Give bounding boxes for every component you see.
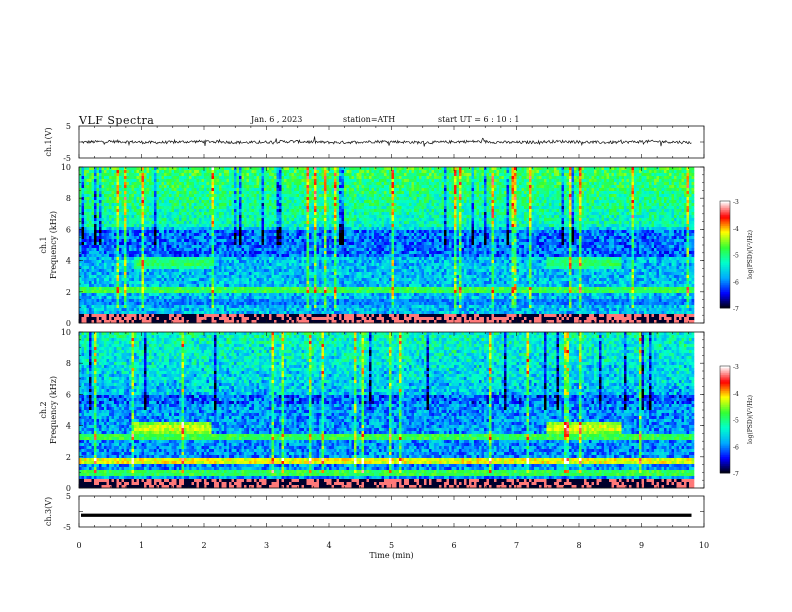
vlf-spectra-figure: VLF Spectra Jan. 6 , 2023 station=ATH st…	[0, 0, 792, 612]
chart-canvas: 5-5ch.1(V)0246810ch.1 Frequency (kHz)-3-4…	[0, 0, 792, 612]
y-tick-label: 8	[66, 194, 71, 203]
colorbar-tick-label: -4	[733, 226, 739, 233]
ch1-waveform-trace	[81, 136, 691, 146]
colorbar-label: log(PSD)(V²/Hz)	[747, 230, 754, 279]
y-tick-label: 2	[66, 288, 71, 297]
ch3-frame	[79, 496, 704, 527]
x-tick-label: 9	[639, 541, 644, 550]
ch1-spectrogram-cells	[79, 167, 694, 323]
y-tick-label: 4	[66, 422, 71, 431]
x-tick-label: 6	[451, 541, 456, 550]
colorbar-tick-label: -7	[733, 306, 739, 313]
y-tick-label: -5	[63, 523, 71, 532]
colorbar-tick-label: -6	[733, 279, 739, 286]
y-tick-label: 4	[66, 257, 71, 266]
y-tick-label: 6	[66, 225, 71, 234]
y-tick-label: 8	[66, 359, 71, 368]
colorbar-tick-label: -5	[733, 253, 739, 260]
colorbar-tick-label: -4	[733, 391, 739, 398]
y-tick-label: 5	[66, 492, 71, 501]
y-tick-label: -5	[63, 154, 71, 163]
y-tick-label: 10	[61, 328, 71, 337]
colorbar-label: log(PSD)(V²/Hz)	[747, 395, 754, 444]
ch2-ylabel-channel: ch.2	[39, 401, 48, 418]
ch1-ylabel-frequency: Frequency (kHz)	[49, 211, 58, 279]
y-tick-label: 10	[61, 163, 71, 172]
colorbar-tick-label: -3	[733, 364, 739, 371]
y-tick-label: 2	[66, 453, 71, 462]
x-tick-label: 1	[139, 541, 144, 550]
colorbar-tick-label: -3	[733, 199, 739, 206]
x-tick-label: 0	[76, 541, 81, 550]
ch3-ylabel: ch.3(V)	[44, 497, 53, 526]
y-tick-label: 5	[66, 122, 71, 131]
y-tick-label: 0	[66, 319, 71, 328]
x-tick-label: 5	[389, 541, 394, 550]
ch1-ylabel-channel: ch.1	[39, 236, 48, 253]
x-tick-label: 8	[576, 541, 581, 550]
y-tick-label: 6	[66, 390, 71, 399]
x-axis-label: Time (min)	[369, 551, 413, 560]
x-tick-label: 7	[514, 541, 519, 550]
x-tick-label: 4	[326, 541, 331, 550]
colorbar-tick-label: -6	[733, 444, 739, 451]
x-tick-label: 2	[201, 541, 206, 550]
ch1-ylabel: ch.1(V)	[44, 127, 53, 156]
x-tick-label: 10	[699, 541, 709, 550]
ch2-ylabel-frequency: Frequency (kHz)	[49, 376, 58, 444]
colorbar-tick-label: -5	[733, 418, 739, 425]
x-tick-label: 3	[264, 541, 269, 550]
colorbar-tick-label: -7	[733, 471, 739, 478]
ch2-spectrogram-cells	[79, 332, 694, 488]
